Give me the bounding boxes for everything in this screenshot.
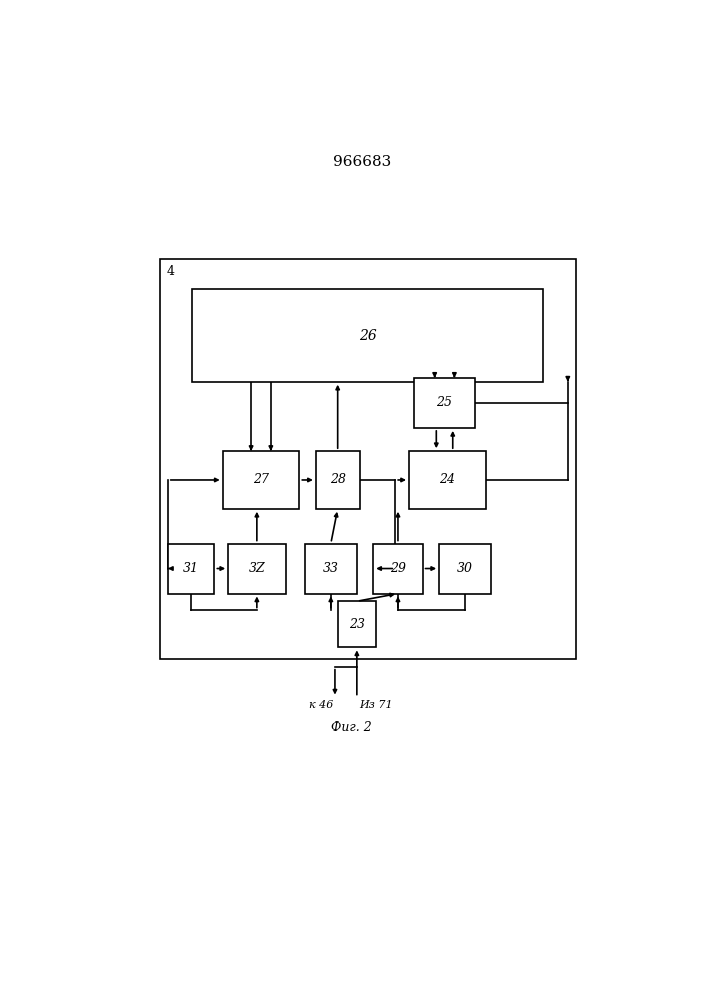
Text: 3Z: 3Z [249,562,265,575]
Text: 23: 23 [349,618,365,631]
Text: 30: 30 [457,562,473,575]
Text: 26: 26 [359,329,377,343]
Text: 27: 27 [253,473,269,486]
Text: Из 71: Из 71 [360,700,393,710]
Text: 31: 31 [183,562,199,575]
Text: 33: 33 [323,562,339,575]
Text: Фиг. 2: Фиг. 2 [331,721,372,734]
Bar [223,451,299,509]
Bar [192,289,543,382]
Bar [409,451,486,509]
Bar [373,544,423,594]
Bar [414,378,474,428]
Text: 24: 24 [439,473,455,486]
Bar [168,544,214,594]
Text: 25: 25 [436,396,452,409]
Bar [439,544,491,594]
Text: 966683: 966683 [333,155,392,169]
Bar [160,259,576,659]
Text: 4: 4 [166,265,174,278]
Bar [338,601,376,647]
Text: 28: 28 [329,473,346,486]
Text: 29: 29 [390,562,406,575]
Bar [228,544,286,594]
Text: к 46: к 46 [309,700,333,710]
Bar [305,544,357,594]
Bar [316,451,360,509]
